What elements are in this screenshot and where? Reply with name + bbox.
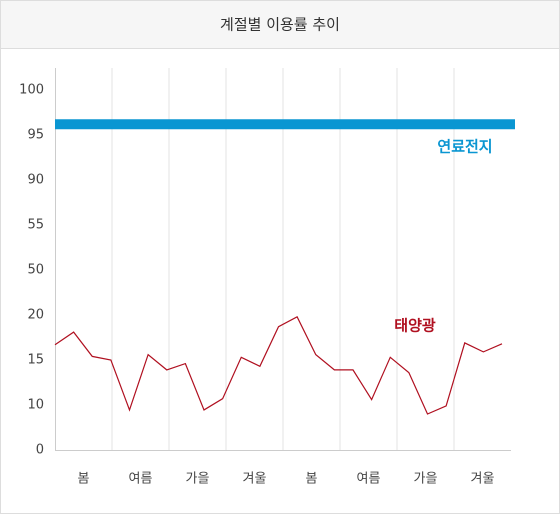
- y-tick-label: 100: [19, 83, 44, 98]
- x-tick-label: 겨울: [243, 472, 267, 487]
- x-tick-label: 봄: [306, 472, 318, 487]
- y-tick-label: 10: [27, 398, 44, 413]
- y-tick-label: 90: [27, 173, 44, 188]
- y-tick-label: 0: [36, 443, 44, 458]
- series-label: 연료전지: [437, 138, 492, 156]
- x-tick-label: 가을: [186, 472, 210, 487]
- x-tick-label: 봄: [78, 472, 90, 487]
- chart-title: 계절별 이용률 추이: [220, 16, 340, 34]
- x-tick-label: 여름: [129, 472, 153, 487]
- series-line: [54, 315, 503, 415]
- y-tick-label: 55: [27, 218, 44, 233]
- series-label: 태양광: [394, 317, 436, 335]
- x-tick-label: 겨울: [471, 472, 495, 487]
- y-tick-label: 15: [27, 353, 44, 368]
- y-tick-label: 95: [27, 128, 44, 143]
- y-tick-label: 50: [27, 263, 44, 278]
- title-bar: [1, 1, 559, 48]
- y-tick-label: 20: [27, 308, 44, 323]
- x-tick-label: 가을: [414, 472, 438, 487]
- x-tick-label: 여름: [357, 472, 381, 487]
